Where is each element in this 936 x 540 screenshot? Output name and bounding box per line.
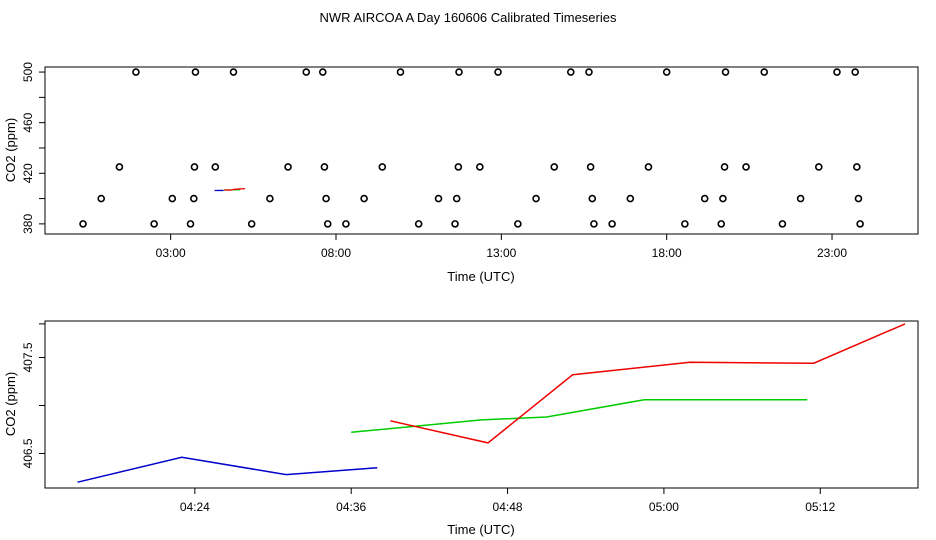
data-point	[719, 194, 727, 203]
data-point	[360, 194, 368, 203]
bottom-x-axis: 04:24 04:36 04:48 05:00 05:12	[180, 488, 836, 514]
data-point	[322, 194, 330, 203]
data-point	[97, 194, 106, 203]
data-point	[132, 68, 140, 76]
series-line-blue	[77, 456, 378, 483]
data-point	[318, 68, 327, 76]
data-point	[853, 163, 861, 171]
bottom-x-tick-label: 05:00	[649, 500, 679, 514]
top-x-tick-label: 18:00	[652, 246, 682, 260]
data-point	[79, 220, 87, 228]
data-point	[721, 68, 730, 76]
bottom-x-tick-label: 04:48	[493, 500, 523, 514]
top-inset-series	[214, 187, 246, 192]
data-point	[550, 163, 559, 171]
data-point	[434, 194, 443, 203]
data-point	[833, 68, 841, 76]
top-y-tick-label: 380	[21, 214, 35, 234]
data-point	[396, 68, 405, 76]
data-point	[115, 163, 124, 171]
data-point	[302, 68, 311, 76]
data-point	[566, 68, 575, 76]
top-y-tick-label: 500	[21, 62, 35, 82]
bottom-y-tick-label: 406.5	[21, 438, 35, 468]
data-point	[608, 220, 616, 228]
data-point	[720, 163, 729, 171]
data-point	[742, 163, 750, 171]
bottom-x-tick-label: 04:24	[180, 500, 210, 514]
data-point	[191, 68, 200, 76]
top-y-axis-label: CO2 (ppm)	[3, 118, 18, 182]
data-point	[494, 68, 502, 76]
data-point	[190, 194, 198, 203]
bottom-y-axis-label: CO2 (ppm)	[3, 372, 18, 436]
data-point	[266, 194, 274, 203]
data-point	[760, 68, 769, 76]
data-point	[284, 163, 292, 171]
top-y-tick-label: 460	[21, 112, 35, 132]
data-point	[414, 220, 423, 228]
data-point	[476, 163, 484, 171]
data-point	[854, 194, 863, 203]
data-point	[186, 220, 195, 228]
top-y-tick-label: 420	[21, 163, 35, 183]
top-panel: 03:00 08:00 13:00 18:00 23:00 380 420 460 500 T…	[3, 62, 919, 284]
data-point	[644, 163, 653, 171]
bottom-panel: 04:24 04:36 04:48 05:00 05:12 406.5 407.5 Tim…	[3, 320, 919, 537]
series-line-red	[390, 323, 906, 444]
data-point	[626, 194, 635, 203]
data-point	[320, 163, 329, 171]
data-point	[454, 163, 463, 171]
bottom-x-tick-label: 05:12	[805, 500, 835, 514]
bottom-series	[77, 323, 906, 483]
bottom-x-axis-label: Time (UTC)	[447, 522, 514, 537]
data-point	[150, 220, 158, 228]
data-point	[588, 194, 597, 203]
data-point	[681, 220, 689, 228]
data-point	[662, 68, 671, 76]
data-point	[190, 163, 199, 171]
chart-title: NWR AIRCOA A Day 160606 Calibrated Times…	[320, 10, 617, 25]
data-point	[814, 163, 823, 171]
data-point	[323, 220, 332, 228]
data-point	[717, 220, 726, 228]
data-point	[247, 220, 256, 228]
top-x-tick-label: 13:00	[486, 246, 516, 260]
top-plot-frame	[44, 66, 919, 235]
top-y-axis: 380 420 460 500	[21, 62, 45, 234]
data-point	[452, 194, 461, 203]
data-point	[514, 220, 522, 228]
data-point	[455, 68, 463, 76]
bottom-y-axis: 406.5 407.5	[21, 323, 45, 468]
top-points	[79, 68, 864, 228]
series-line-red	[224, 187, 246, 191]
data-point	[342, 220, 350, 228]
top-x-tick-label: 03:00	[156, 246, 186, 260]
data-point	[451, 220, 459, 228]
data-point	[700, 194, 709, 203]
top-x-axis: 03:00 08:00 13:00 18:00 23:00	[156, 234, 847, 260]
data-point	[778, 220, 787, 228]
top-x-tick-label: 23:00	[817, 246, 847, 260]
data-point	[586, 163, 595, 171]
data-point	[229, 68, 238, 76]
data-point	[168, 194, 177, 203]
bottom-plot-frame	[44, 320, 919, 489]
data-point	[851, 68, 859, 76]
top-x-axis-label: Time (UTC)	[447, 269, 514, 284]
data-point	[796, 194, 805, 203]
data-point	[585, 68, 593, 76]
data-point	[378, 163, 387, 171]
data-point	[590, 220, 598, 228]
top-x-tick-label: 08:00	[321, 246, 351, 260]
data-point	[856, 220, 864, 228]
data-point	[532, 194, 540, 203]
bottom-x-tick-label: 04:36	[336, 500, 366, 514]
series-line-green	[351, 398, 808, 434]
bottom-y-tick-label: 407.5	[21, 342, 35, 372]
data-point	[211, 163, 220, 171]
